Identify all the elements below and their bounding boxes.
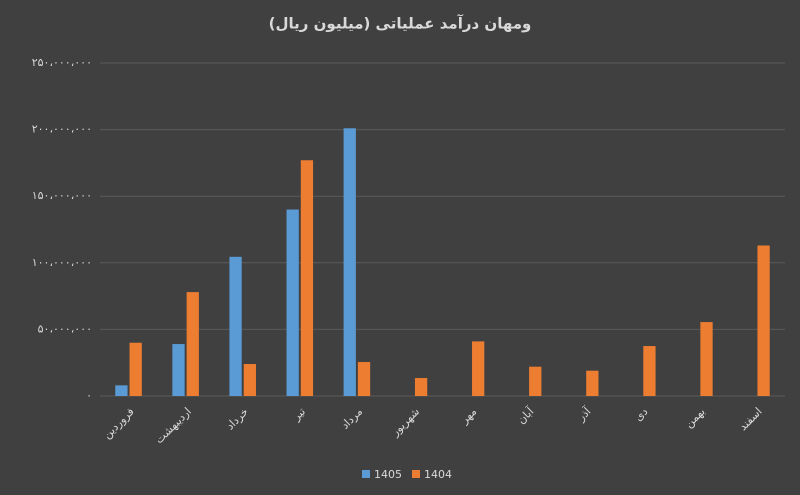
bar: [700, 322, 713, 396]
y-tick-label: ۲۵۰،۰۰۰،۰۰۰: [32, 56, 92, 69]
bar: [357, 362, 371, 396]
bar: [172, 344, 185, 396]
y-tick-label: ۰: [86, 389, 92, 402]
bar: [300, 160, 314, 396]
bar: [186, 292, 199, 396]
chart-title: ومهان درآمد عملیاتی (میلیون ریال): [269, 15, 532, 33]
bar: [472, 341, 485, 396]
bar: [757, 245, 770, 396]
legend-label: 1405: [374, 468, 402, 481]
bar: [343, 128, 356, 396]
y-tick-label: ۱۰۰،۰۰۰،۰۰۰: [32, 256, 92, 269]
bar: [129, 342, 142, 396]
legend-label: 1404: [424, 468, 452, 481]
bar: [286, 209, 299, 396]
bar: [414, 378, 428, 396]
bar: [586, 370, 599, 396]
legend-swatch: [362, 470, 370, 478]
bar: [529, 366, 542, 396]
legend-swatch: [412, 470, 420, 478]
y-tick-label: ۱۵۰،۰۰۰،۰۰۰: [32, 189, 92, 202]
bar: [115, 385, 128, 396]
y-tick-label: ۵۰،۰۰۰،۰۰۰: [38, 322, 92, 335]
bar: [229, 256, 242, 396]
bar: [243, 364, 256, 396]
bar: [643, 346, 656, 396]
y-tick-label: ۲۰۰،۰۰۰،۰۰۰: [32, 123, 92, 136]
